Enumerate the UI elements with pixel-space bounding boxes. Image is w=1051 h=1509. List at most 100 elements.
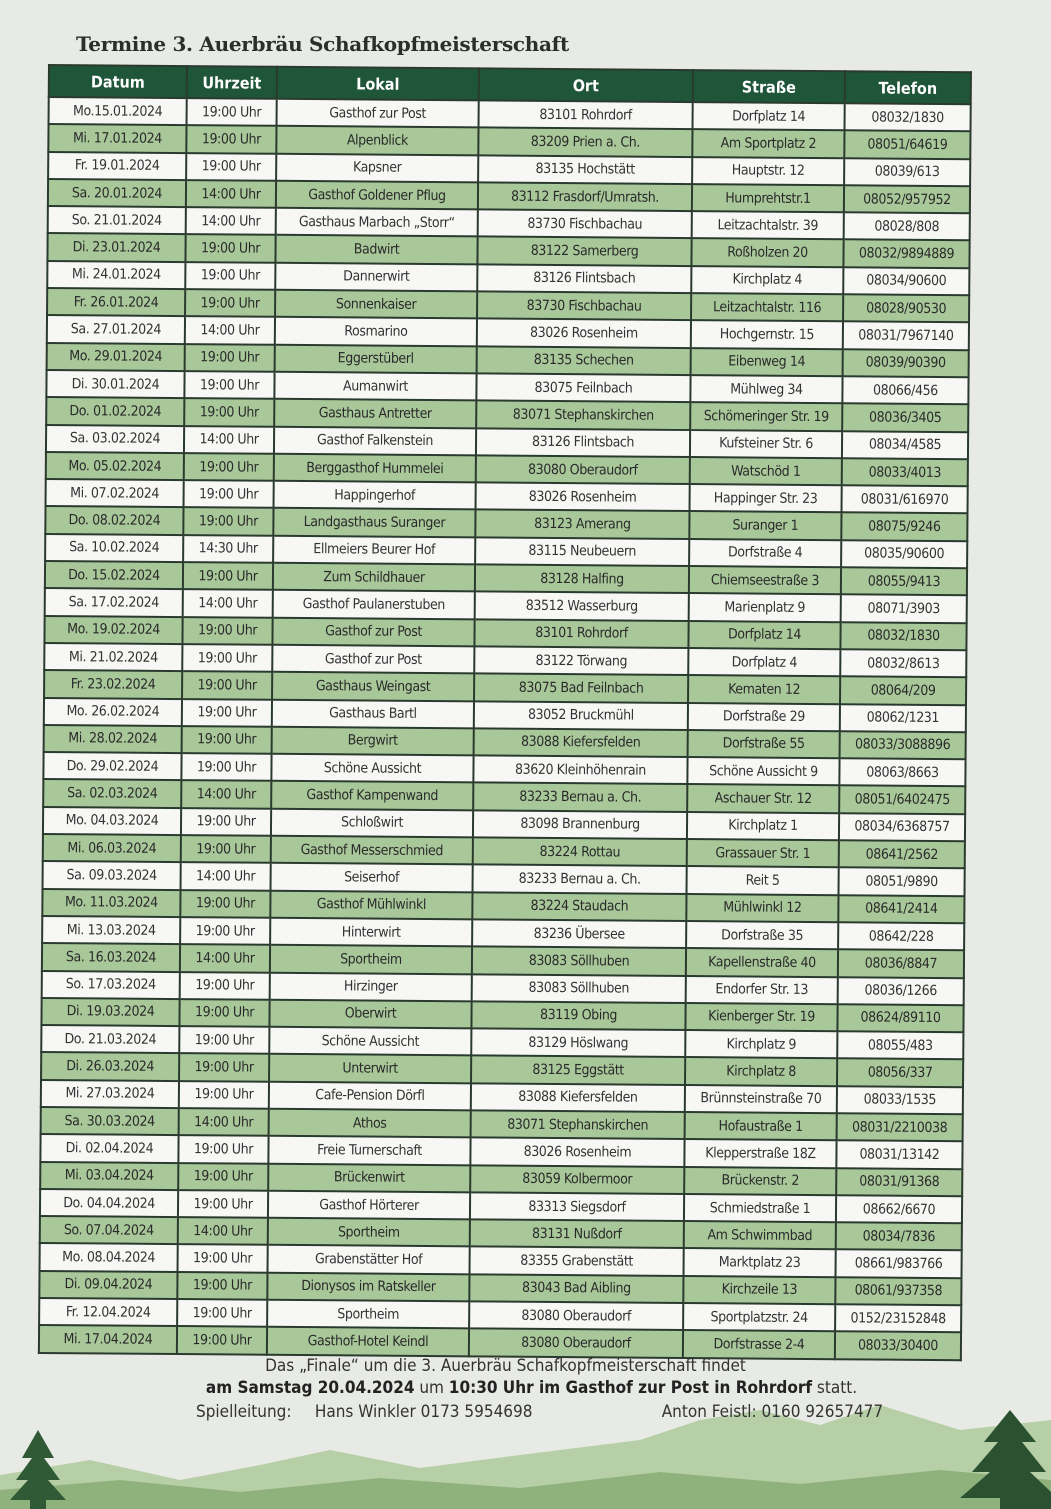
cell-telefon: 08031/616970	[841, 485, 968, 514]
cell-datum: Mi. 17.01.2024	[48, 124, 187, 153]
cell-telefon: 08056/337	[836, 1058, 964, 1087]
fir-tree-left	[10, 1430, 66, 1509]
cell-telefon: 08035/90600	[841, 539, 968, 569]
cell-ort: 83026 Rosenheim	[470, 1137, 685, 1167]
cell-telefon: 08032/9894889	[843, 239, 970, 269]
cell-datum: Sa. 30.03.2024	[40, 1106, 179, 1136]
cell-datum: Sa. 03.02.2024	[45, 424, 185, 453]
cell-strasse: Schöne Aussicht 9	[687, 757, 840, 786]
cell-uhrzeit: 14:00 Uhr	[177, 1217, 268, 1246]
cell-strasse: Grassauer Str. 1	[686, 839, 839, 868]
cell-telefon: 08063/8663	[839, 758, 966, 787]
cell-telefon: 0152/23152848	[835, 1304, 962, 1333]
cell-strasse: Happinger Str. 23	[689, 484, 842, 513]
cell-uhrzeit: 19:00 Uhr	[178, 1080, 270, 1109]
table-row: Mi. 17.04.2024 19:00 Uhr Gasthof-Hotel Kei…	[38, 1325, 962, 1360]
cell-lokal: Ellmeiers Beurer Hof	[273, 535, 476, 565]
cell-uhrzeit: 19:00 Uhr	[185, 234, 276, 263]
cell-ort: 83126 Flintsbach	[477, 264, 692, 294]
cell-strasse: Kienberger Str. 19	[685, 1002, 838, 1032]
cell-telefon: 08051/6402475	[839, 785, 966, 814]
cell-datum: Mi. 06.03.2024	[42, 833, 181, 863]
cell-strasse: Brückenstr. 2	[684, 1166, 837, 1196]
cell-strasse: Hochgernstr. 15	[690, 320, 844, 349]
cell-uhrzeit: 19:00 Uhr	[177, 1299, 268, 1328]
cell-strasse: Dorfstraße 35	[686, 920, 839, 950]
cell-datum: Mo. 29.01.2024	[46, 342, 185, 372]
cell-ort: 83119 Obing	[471, 1001, 686, 1031]
cell-telefon: 08032/8613	[840, 649, 967, 678]
cell-ort: 83313 Siegsdorf	[469, 1192, 685, 1222]
cell-ort: 83224 Rottau	[472, 837, 687, 867]
cell-ort: 83101 Rohrdorf	[478, 100, 693, 130]
cell-uhrzeit: 14:00 Uhr	[180, 862, 271, 891]
cell-datum: Di. 26.03.2024	[41, 1052, 180, 1081]
cell-ort: 83071 Stephanskirchen	[476, 400, 691, 430]
cell-datum: Mi. 07.02.2024	[45, 479, 184, 508]
cell-datum: Mo. 11.03.2024	[42, 888, 181, 917]
cell-datum: Mi. 03.04.2024	[40, 1161, 179, 1190]
cell-ort: 83122 Törwang	[474, 646, 689, 676]
cell-strasse: Dorfplatz 14	[692, 102, 845, 131]
cell-telefon: 08036/8847	[837, 949, 965, 978]
cell-datum: So. 17.03.2024	[41, 970, 180, 999]
cell-uhrzeit: 14:00 Uhr	[183, 425, 275, 454]
cell-telefon: 08051/64619	[844, 130, 971, 159]
cell-telefon: 08033/4013	[841, 458, 968, 487]
finale-venue: 10:30 Uhr im Gasthof zur Post in Rohrdor…	[448, 1378, 813, 1398]
cell-lokal: Gasthof Mühlwinkl	[270, 890, 473, 920]
cell-uhrzeit: 19:00 Uhr	[182, 616, 273, 645]
cell-telefon: 08033/1535	[836, 1085, 963, 1115]
cell-uhrzeit: 14:00 Uhr	[184, 316, 276, 345]
cell-strasse: Am Schwimmbad	[683, 1221, 836, 1250]
cell-datum: So. 21.01.2024	[47, 206, 186, 235]
cell-lokal: Gasthaus Bartl	[271, 699, 475, 729]
cell-lokal: Sonnenkaiser	[275, 289, 478, 319]
header-telefon: Telefon	[844, 71, 971, 105]
cell-lokal: Gasthof zur Post	[272, 617, 475, 647]
cell-telefon: 08031/7967140	[842, 321, 969, 350]
cell-uhrzeit: 19:00 Uhr	[177, 1189, 269, 1218]
cell-strasse: Dorfstraße 29	[687, 702, 840, 732]
cell-strasse: Dorfstraße 55	[687, 729, 840, 759]
cell-uhrzeit: 19:00 Uhr	[184, 343, 275, 372]
cell-lokal: Dionysos im Ratskeller	[267, 1272, 470, 1302]
cell-ort: 83080 Oberaudorf	[468, 1328, 684, 1358]
cell-uhrzeit: 19:00 Uhr	[183, 480, 274, 509]
cell-datum: Sa. 16.03.2024	[41, 943, 181, 972]
cell-datum: Mi. 24.01.2024	[47, 260, 186, 290]
fir-tree-right	[960, 1410, 1051, 1509]
cell-lokal: Seiserhof	[270, 863, 473, 892]
cell-ort: 83123 Amerang	[475, 509, 690, 539]
cell-datum: Di. 19.03.2024	[41, 997, 180, 1027]
cell-datum: Do. 29.02.2024	[43, 752, 182, 781]
cell-strasse: Mühlwinkl 12	[686, 893, 839, 923]
cell-ort: 83115 Neubeuern	[475, 537, 690, 567]
cell-ort: 83129 Höslwang	[471, 1028, 686, 1058]
cell-datum: Mi. 28.02.2024	[43, 724, 182, 754]
cell-strasse: Hauptstr. 12	[692, 156, 845, 186]
cell-strasse: Kirchplatz 8	[685, 1057, 838, 1086]
cell-uhrzeit: 19:00 Uhr	[179, 1026, 270, 1055]
cell-uhrzeit: 19:00 Uhr	[179, 998, 270, 1027]
cell-ort: 83512 Wasserburg	[474, 591, 689, 621]
cell-uhrzeit: 14:00 Uhr	[179, 944, 271, 973]
cell-telefon: 08052/957952	[843, 185, 971, 214]
cell-lokal: Hinterwirt	[270, 917, 473, 947]
cell-uhrzeit: 19:00 Uhr	[176, 1326, 268, 1355]
spielleitung-label: Spielleitung:	[196, 1402, 292, 1422]
contact-hans-winkler: Hans Winkler 0173 5954698	[314, 1402, 533, 1422]
cell-telefon: 08066/456	[842, 376, 969, 405]
cell-datum: Mo. 19.02.2024	[44, 615, 183, 645]
cell-telefon: 08036/1266	[837, 976, 964, 1006]
cell-lokal: Gasthof Goldener Pflug	[275, 180, 479, 210]
cell-ort: 83080 Oberaudorf	[469, 1301, 684, 1331]
cell-ort: 83128 Halfing	[474, 564, 690, 594]
cell-strasse: Mühlweg 34	[690, 375, 843, 404]
cell-uhrzeit: 14:00 Uhr	[178, 1108, 269, 1137]
mountain-landscape-decoration	[0, 1405, 1051, 1509]
cell-datum: Mi. 13.03.2024	[42, 915, 181, 945]
cell-ort: 83088 Kiefersfelden	[473, 728, 688, 758]
cell-telefon: 08062/1231	[839, 703, 966, 733]
cell-datum: Fr. 19.01.2024	[48, 151, 187, 180]
